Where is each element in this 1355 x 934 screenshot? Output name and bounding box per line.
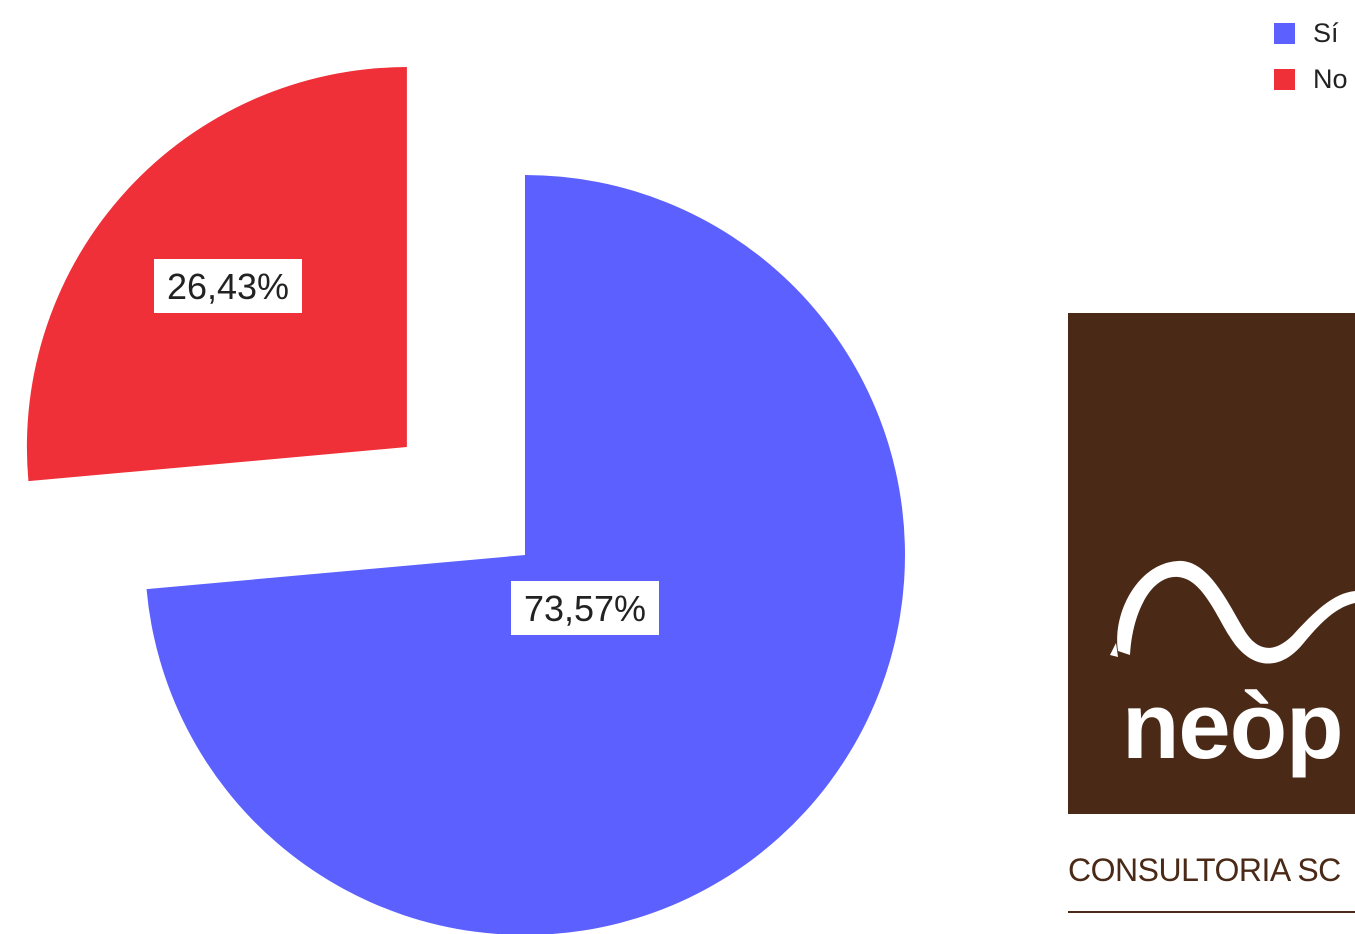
data-label-text: 73,57%: [524, 588, 646, 629]
legend-swatch-si: [1274, 22, 1295, 44]
data-label-box: [154, 259, 302, 313]
data-label-box: [511, 581, 659, 635]
legend-swatch-no: [1274, 68, 1295, 90]
company-logo: neòp: [1068, 313, 1355, 814]
data-label-si: 73,57%: [511, 581, 659, 635]
pie-chart: 73,57% 26,43%: [26, 67, 905, 934]
legend-label-si: Sí: [1313, 17, 1339, 48]
legend-item-si: Sí: [1274, 10, 1348, 56]
legend-label-no: No: [1313, 63, 1348, 94]
logo-divider: [1068, 911, 1355, 913]
logo-wordmark: neòp: [1122, 673, 1344, 778]
brush-stroke-icon: [1110, 560, 1355, 664]
chart-legend: Sí No: [1274, 10, 1348, 102]
pie-slices: [26, 67, 905, 934]
data-label-text: 26,43%: [167, 266, 289, 307]
pie-data-labels: 73,57% 26,43%: [154, 259, 659, 635]
legend-item-no: No: [1274, 56, 1348, 102]
logo-tagline: CONSULTORIA SC: [1068, 852, 1341, 888]
data-label-no: 26,43%: [154, 259, 302, 313]
pie-slice-si: [146, 175, 905, 934]
